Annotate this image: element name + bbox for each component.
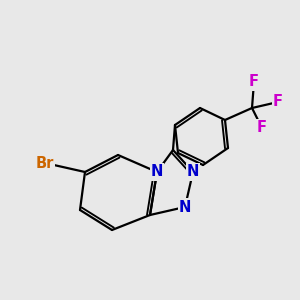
Text: N: N <box>151 164 163 179</box>
Text: F: F <box>249 74 259 89</box>
Text: N: N <box>187 164 199 179</box>
Text: N: N <box>179 200 191 214</box>
Text: F: F <box>257 121 267 136</box>
Text: F: F <box>273 94 283 110</box>
Text: Br: Br <box>36 155 54 170</box>
